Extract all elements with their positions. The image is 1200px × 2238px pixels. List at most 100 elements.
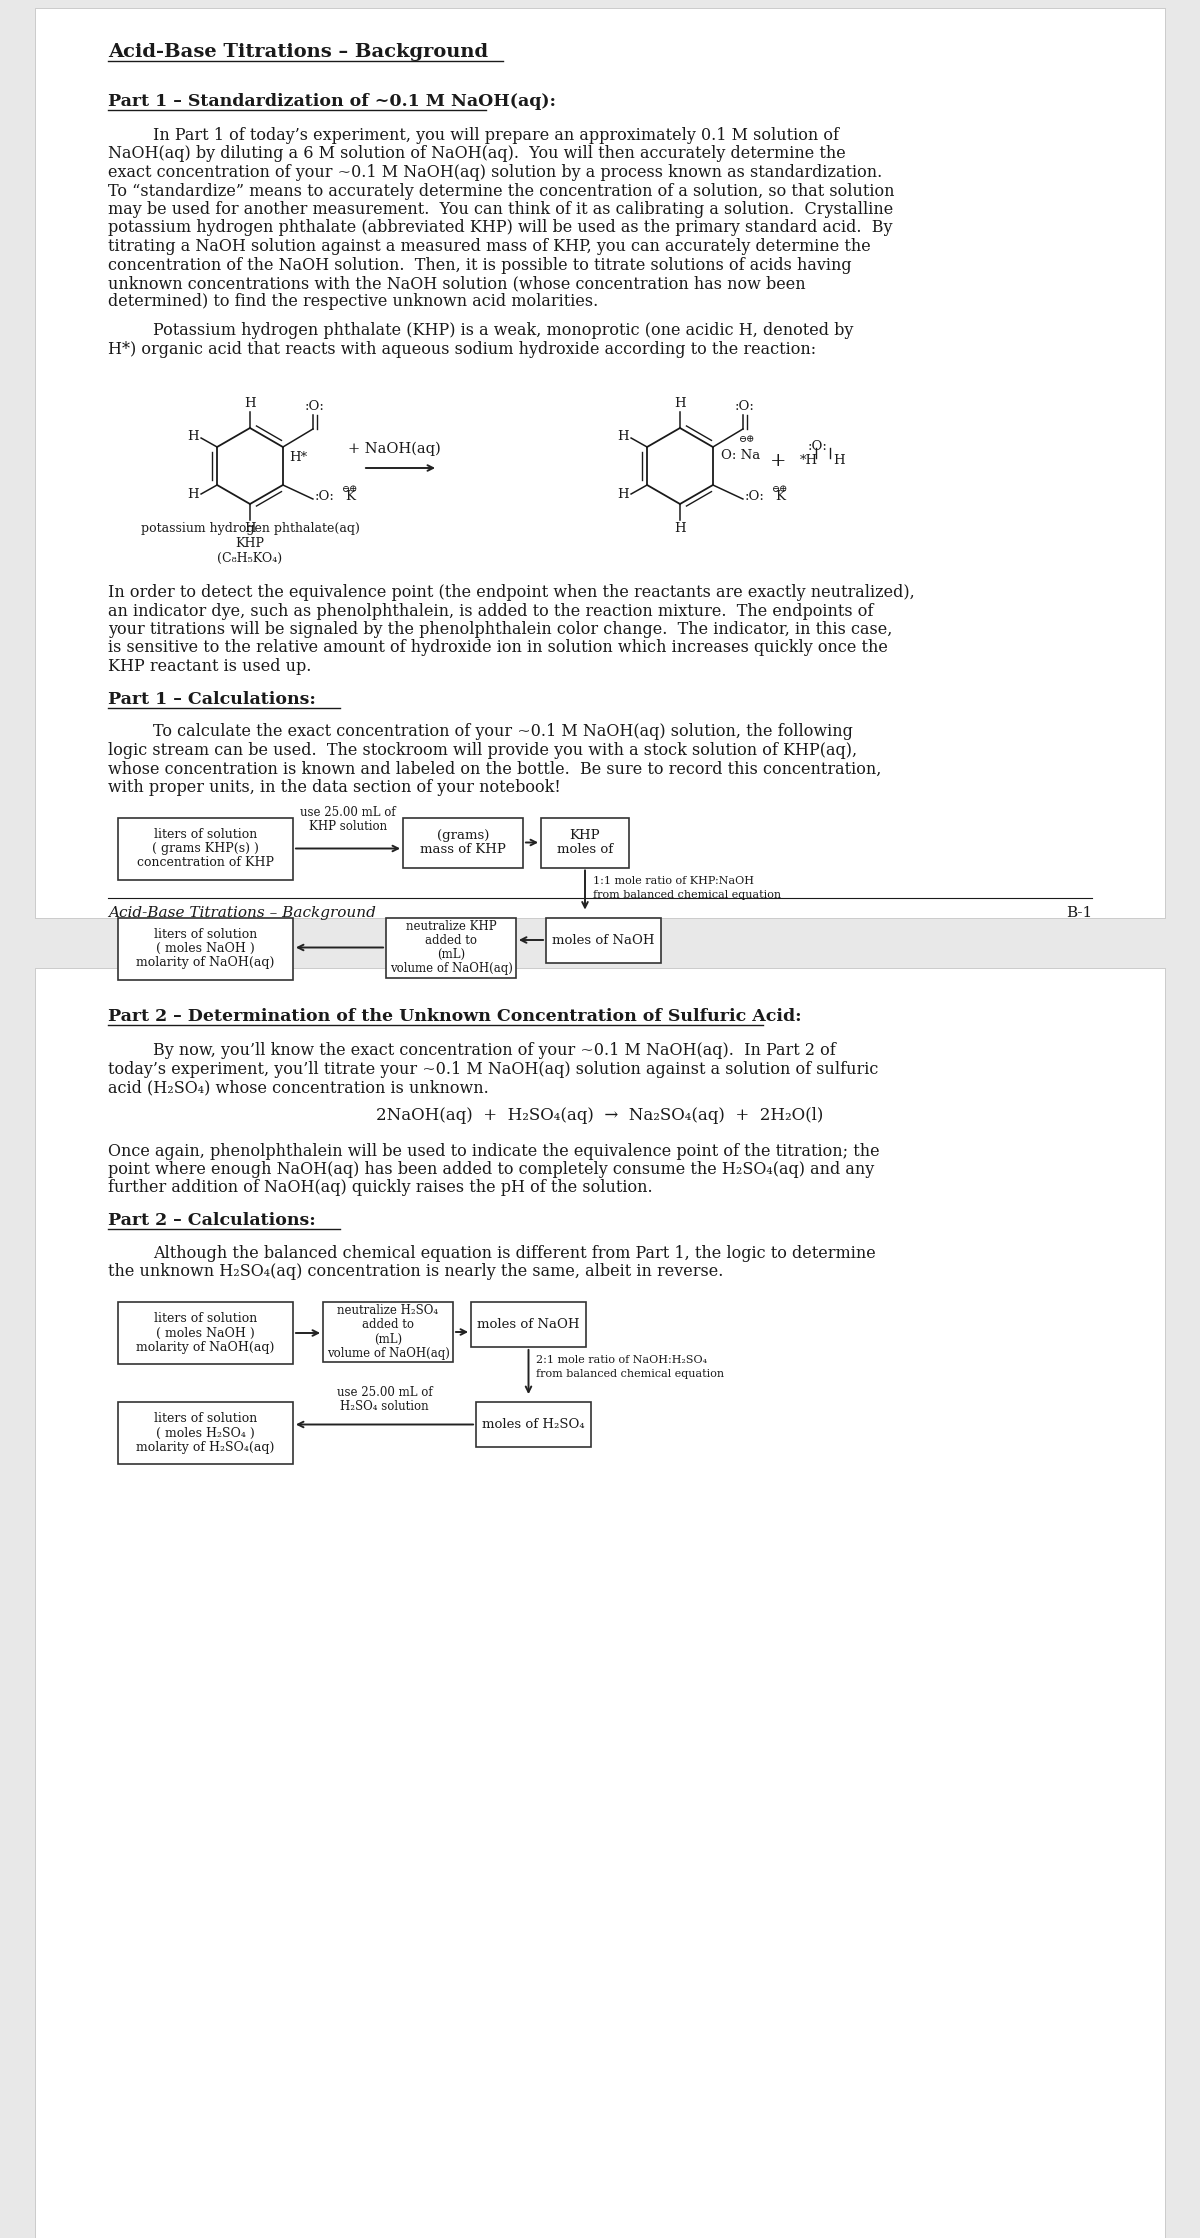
- Text: In order to detect the equivalence point (the endpoint when the reactants are ex: In order to detect the equivalence point…: [108, 584, 914, 602]
- Text: H: H: [674, 396, 686, 410]
- Text: liters of solution: liters of solution: [154, 929, 257, 940]
- Bar: [470, 1303, 586, 1347]
- Text: volume of NaOH(aq): volume of NaOH(aq): [326, 1347, 450, 1358]
- Text: KHP reactant is used up.: KHP reactant is used up.: [108, 658, 311, 676]
- Text: molarity of NaOH(aq): molarity of NaOH(aq): [137, 956, 275, 969]
- Text: molarity of NaOH(aq): molarity of NaOH(aq): [137, 1341, 275, 1354]
- Text: concentration of KHP: concentration of KHP: [137, 855, 274, 868]
- Text: ( moles H₂SO₄ ): ( moles H₂SO₄ ): [156, 1426, 254, 1439]
- Text: KHP: KHP: [235, 537, 264, 551]
- Text: (grams): (grams): [437, 828, 490, 841]
- Text: concentration of the NaOH solution.  Then, it is possible to titrate solutions o: concentration of the NaOH solution. Then…: [108, 257, 852, 273]
- Text: neutralize H₂SO₄: neutralize H₂SO₄: [337, 1305, 438, 1318]
- Text: liters of solution: liters of solution: [154, 1311, 257, 1325]
- Text: mass of KHP: mass of KHP: [420, 844, 506, 855]
- Text: molarity of H₂SO₄(aq): molarity of H₂SO₄(aq): [137, 1441, 275, 1452]
- Text: K: K: [344, 490, 355, 504]
- Text: + NaOH(aq): + NaOH(aq): [348, 441, 440, 457]
- Text: Part 1 – Standardization of ~0.1 M NaOH(aq):: Part 1 – Standardization of ~0.1 M NaOH(…: [108, 94, 556, 110]
- Text: H₂SO₄ solution: H₂SO₄ solution: [340, 1399, 428, 1412]
- Text: moles of: moles of: [557, 844, 613, 855]
- Bar: [541, 817, 629, 868]
- Text: added to: added to: [362, 1318, 414, 1332]
- Text: H: H: [187, 488, 199, 501]
- Text: determined) to find the respective unknown acid molarities.: determined) to find the respective unkno…: [108, 293, 599, 311]
- Text: ( moles NaOH ): ( moles NaOH ): [156, 1327, 254, 1341]
- Text: volume of NaOH(aq): volume of NaOH(aq): [390, 962, 512, 976]
- Text: may be used for another measurement.  You can think of it as calibrating a solut: may be used for another measurement. You…: [108, 201, 893, 217]
- Text: Part 2 – Determination of the Unknown Concentration of Sulfuric Acid:: Part 2 – Determination of the Unknown Co…: [108, 1007, 802, 1025]
- Text: H: H: [618, 430, 629, 443]
- Text: potassium hydrogen phthalate (abbreviated KHP) will be used as the primary stand: potassium hydrogen phthalate (abbreviate…: [108, 219, 893, 237]
- Bar: [35, 9, 1165, 918]
- Text: an indicator dye, such as phenolphthalein, is added to the reaction mixture.  Th: an indicator dye, such as phenolphthalei…: [108, 602, 874, 620]
- Text: KHP solution: KHP solution: [308, 819, 388, 833]
- Text: H: H: [187, 430, 199, 443]
- Text: H: H: [833, 454, 845, 468]
- Text: :O:: :O:: [808, 439, 828, 452]
- Text: 2NaOH(aq)  +  H₂SO₄(aq)  →  Na₂SO₄(aq)  +  2H₂O(l): 2NaOH(aq) + H₂SO₄(aq) → Na₂SO₄(aq) + 2H₂…: [377, 1108, 823, 1123]
- Text: *H: *H: [800, 454, 818, 468]
- Text: ( grams KHP(s) ): ( grams KHP(s) ): [152, 841, 259, 855]
- Text: By now, you’ll know the exact concentration of your ~0.1 M NaOH(aq).  In Part 2 : By now, you’ll know the exact concentrat…: [154, 1043, 835, 1059]
- Text: To “standardize” means to accurately determine the concentration of a solution, : To “standardize” means to accurately det…: [108, 184, 894, 199]
- Text: In Part 1 of today’s experiment, you will prepare an approximately 0.1 M solutio: In Part 1 of today’s experiment, you wil…: [154, 128, 839, 143]
- Text: Acid-Base Titrations – Background: Acid-Base Titrations – Background: [108, 906, 376, 920]
- Text: ( moles NaOH ): ( moles NaOH ): [156, 942, 254, 956]
- Text: liters of solution: liters of solution: [154, 828, 257, 841]
- Text: liters of solution: liters of solution: [154, 1412, 257, 1426]
- Text: :O:: :O:: [745, 490, 764, 504]
- Text: unknown concentrations with the NaOH solution (whose concentration has now been: unknown concentrations with the NaOH sol…: [108, 275, 805, 291]
- Text: Part 1 – Calculations:: Part 1 – Calculations:: [108, 692, 316, 707]
- Text: from balanced chemical equation: from balanced chemical equation: [536, 1370, 725, 1379]
- Text: O: Na: O: Na: [721, 450, 760, 461]
- Text: H: H: [674, 521, 686, 535]
- Bar: [118, 918, 293, 980]
- Text: H: H: [244, 521, 256, 535]
- Text: neutralize KHP: neutralize KHP: [406, 920, 497, 933]
- Text: exact concentration of your ~0.1 M NaOH(aq) solution by a process known as stand: exact concentration of your ~0.1 M NaOH(…: [108, 163, 882, 181]
- Text: Although the balanced chemical equation is different from Part 1, the logic to d: Although the balanced chemical equation …: [154, 1244, 876, 1262]
- Bar: [403, 817, 523, 868]
- Text: your titrations will be signaled by the phenolphthalein color change.  The indic: your titrations will be signaled by the …: [108, 620, 893, 638]
- Text: today’s experiment, you’ll titrate your ~0.1 M NaOH(aq) solution against a solut: today’s experiment, you’ll titrate your …: [108, 1061, 878, 1076]
- Text: :O:: :O:: [314, 490, 335, 504]
- Text: use 25.00 mL of: use 25.00 mL of: [337, 1385, 432, 1399]
- Bar: [546, 918, 661, 962]
- Text: B-1: B-1: [1066, 906, 1092, 920]
- Bar: [386, 918, 516, 978]
- Bar: [118, 1401, 293, 1464]
- Text: further addition of NaOH(aq) quickly raises the pH of the solution.: further addition of NaOH(aq) quickly rai…: [108, 1179, 653, 1197]
- Text: ⊖⊕: ⊖⊕: [342, 483, 358, 495]
- Text: ⊖⊕: ⊖⊕: [739, 434, 755, 443]
- Text: is sensitive to the relative amount of hydroxide ion in solution which increases: is sensitive to the relative amount of h…: [108, 640, 888, 656]
- Text: H*: H*: [289, 452, 307, 463]
- Text: logic stream can be used.  The stockroom will provide you with a stock solution : logic stream can be used. The stockroom …: [108, 743, 857, 759]
- Text: point where enough NaOH(aq) has been added to completely consume the H₂SO₄(aq) a: point where enough NaOH(aq) has been add…: [108, 1162, 875, 1177]
- Text: added to: added to: [425, 933, 478, 947]
- Text: H: H: [618, 488, 629, 501]
- Bar: [118, 817, 293, 880]
- Text: moles of NaOH: moles of NaOH: [552, 933, 655, 947]
- Text: :O:: :O:: [305, 401, 325, 414]
- Text: 2:1 mole ratio of NaOH:H₂SO₄: 2:1 mole ratio of NaOH:H₂SO₄: [536, 1354, 708, 1365]
- Text: use 25.00 mL of: use 25.00 mL of: [300, 806, 396, 819]
- Text: from balanced chemical equation: from balanced chemical equation: [593, 888, 781, 900]
- Bar: [476, 1401, 592, 1448]
- Text: 1:1 mole ratio of KHP:NaOH: 1:1 mole ratio of KHP:NaOH: [593, 875, 754, 886]
- Text: +: +: [769, 452, 786, 470]
- Text: whose concentration is known and labeled on the bottle.  Be sure to record this : whose concentration is known and labeled…: [108, 761, 881, 777]
- Text: (mL): (mL): [437, 949, 466, 960]
- Bar: [323, 1303, 454, 1363]
- Text: (mL): (mL): [374, 1332, 402, 1345]
- Text: (C₈H₅KO₄): (C₈H₅KO₄): [217, 553, 282, 564]
- Text: :O:: :O:: [734, 401, 755, 414]
- Text: Acid-Base Titrations – Background: Acid-Base Titrations – Background: [108, 43, 488, 60]
- Bar: [35, 969, 1165, 2238]
- Text: Part 2 – Calculations:: Part 2 – Calculations:: [108, 1213, 316, 1229]
- Text: titrating a NaOH solution against a measured mass of KHP, you can accurately det: titrating a NaOH solution against a meas…: [108, 237, 871, 255]
- Text: the unknown H₂SO₄(aq) concentration is nearly the same, albeit in reverse.: the unknown H₂SO₄(aq) concentration is n…: [108, 1264, 724, 1280]
- Text: NaOH(aq) by diluting a 6 M solution of NaOH(aq).  You will then accurately deter: NaOH(aq) by diluting a 6 M solution of N…: [108, 145, 846, 163]
- Text: moles of H₂SO₄: moles of H₂SO₄: [482, 1419, 584, 1430]
- Text: H: H: [244, 396, 256, 410]
